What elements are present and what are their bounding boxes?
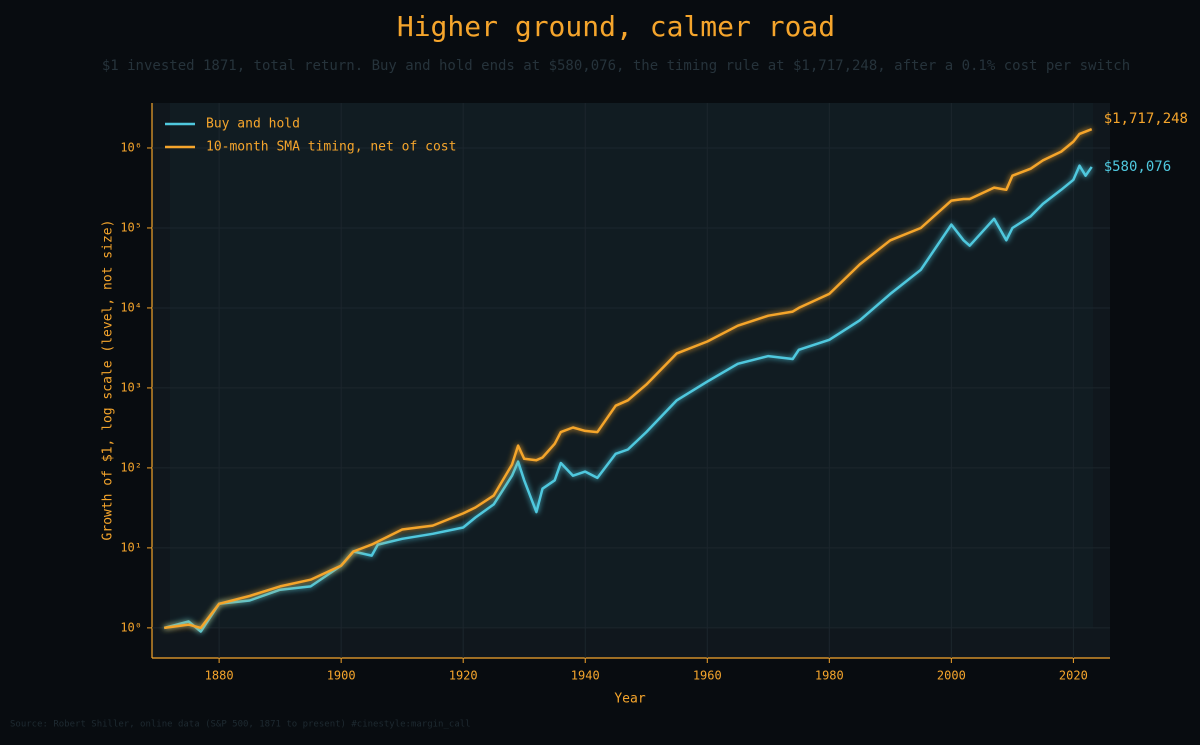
chart-subtitle: $1 invested 1871, total return. Buy and … [102,58,1130,74]
y-axis-label: Growth of $1, log scale (level, not size… [101,220,116,541]
x-tick-label: 1980 [815,669,844,683]
x-tick-label: 1900 [327,669,356,683]
x-tick-label: 1940 [571,669,600,683]
legend-label: 10-month SMA timing, net of cost [206,140,456,155]
y-tick-label: 10⁰ [120,620,142,634]
x-tick-label: 2000 [937,669,966,683]
end-label: $1,717,248 [1104,111,1188,127]
chart-title: Higher ground, calmer road [397,10,835,43]
y-tick-label: 10³ [120,380,142,394]
x-axis-label: Year [614,692,645,707]
y-tick-label: 10⁵ [120,220,142,234]
x-tick-label: 1960 [693,669,722,683]
y-tick-label: 10² [120,460,142,474]
series-line [164,128,1093,630]
legend-label: Buy and hold [206,117,300,132]
y-tick-label: 10¹ [120,540,142,554]
y-tick-label: 10⁶ [120,140,142,154]
x-tick-label: 2020 [1059,669,1088,683]
end-label: $580,076 [1104,159,1171,175]
source-note: Source: Robert Shiller, online data (S&P… [10,720,471,730]
x-tick-label: 1920 [449,669,478,683]
x-tick-label: 1880 [205,669,234,683]
y-tick-label: 10⁴ [120,300,142,314]
plot-band [170,103,1093,628]
series-line [163,164,1093,633]
